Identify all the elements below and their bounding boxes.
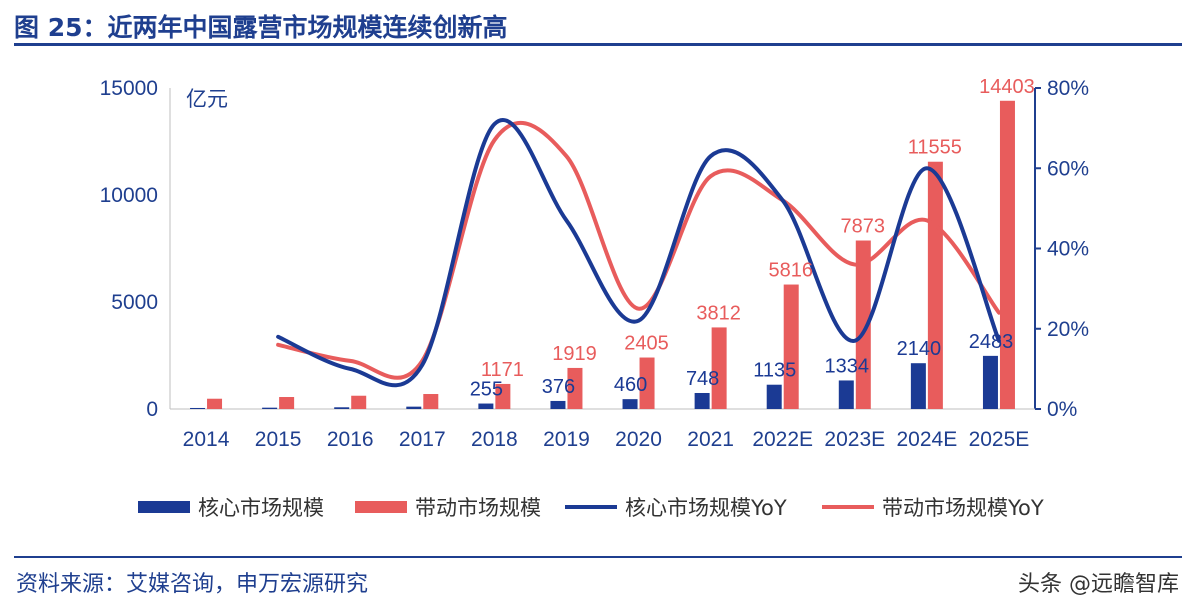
- legend-label: 核心市场规模: [198, 496, 324, 520]
- core-market-bar: [190, 407, 206, 409]
- x-tick-label: 2018: [471, 428, 518, 451]
- driven-data-label: 14403: [979, 76, 1035, 98]
- x-tick-label: 2019: [543, 428, 590, 451]
- y2-tick-label: 80%: [1047, 77, 1089, 100]
- legend-swatch: [138, 501, 190, 513]
- driven-market-bar: [279, 397, 295, 409]
- driven-market-bar: [783, 284, 799, 409]
- core-data-label: 2483: [969, 331, 1014, 353]
- core-market-bar: [334, 407, 350, 409]
- y2-tick-label: 20%: [1047, 318, 1089, 341]
- core-data-label: 255: [470, 379, 503, 401]
- x-tick-label: 2015: [255, 428, 302, 451]
- camping-market-chart: 0 5000 10000 15000 0% 20% 40% 60% 80% 亿元 2014 2015 2…: [100, 76, 1089, 520]
- core-data-label: 376: [542, 376, 575, 398]
- legend-label: 带动市场规模YoY: [882, 496, 1044, 520]
- x-tick-label: 2025E: [969, 428, 1030, 451]
- driven-market-bar: [927, 161, 943, 409]
- y2-tick-label: 40%: [1047, 238, 1089, 261]
- core-data-label: 1135: [753, 360, 796, 382]
- legend-label: 核心市场规模YoY: [625, 496, 787, 520]
- x-tick-label: 2014: [183, 428, 230, 451]
- y2-tick-label: 60%: [1047, 157, 1089, 180]
- core-market-bar: [838, 380, 854, 409]
- driven-data-label: 1919: [552, 343, 597, 365]
- x-tick-label: 2023E: [824, 428, 885, 451]
- x-tick-label: 2021: [687, 428, 734, 451]
- driven-data-label: 7873: [841, 216, 886, 238]
- y2-tick-label: 0%: [1047, 398, 1077, 421]
- driven-market-bar: [351, 395, 367, 409]
- x-tick-label: 2022E: [752, 428, 813, 451]
- driven-data-label: 2405: [624, 333, 669, 355]
- core-market-bar: [910, 363, 926, 409]
- x-tick-label: 2017: [399, 428, 446, 451]
- driven-market-bar: [999, 100, 1015, 409]
- core-data-label: 1334: [825, 355, 870, 377]
- core-market-bar: [982, 355, 998, 409]
- source-note: 资料来源：艾媒咨询，申万宏源研究: [16, 572, 369, 597]
- driven-market-bar: [855, 240, 871, 409]
- core-data-label: 748: [686, 368, 719, 390]
- core-yoy-line: [276, 118, 1001, 388]
- driven-market-bar: [495, 383, 511, 409]
- page-title: 图 25：近两年中国露营市场规模连续创新高: [14, 13, 508, 42]
- driven-data-label: 1171: [481, 359, 524, 381]
- watermark: 头条 @远瞻智库: [1018, 572, 1179, 597]
- driven-data-label: 11555: [908, 137, 962, 159]
- legend-label: 带动市场规模: [415, 496, 541, 520]
- core-market-bar: [262, 407, 278, 409]
- driven-data-label: 3812: [696, 302, 741, 324]
- driven-market-bar: [639, 357, 655, 409]
- driven-market-bar: [567, 367, 583, 409]
- footer-divider: [14, 556, 1182, 558]
- y-tick-label: 10000: [100, 184, 158, 207]
- core-market-bar: [766, 384, 782, 409]
- x-tick-label: 2024E: [897, 428, 958, 451]
- title-divider: [14, 43, 1182, 46]
- y-tick-label: 0: [146, 398, 158, 421]
- unit-label: 亿元: [186, 87, 228, 111]
- core-data-label: 460: [614, 374, 647, 396]
- driven-data-label: 5816: [768, 260, 813, 282]
- core-market-bar: [478, 403, 494, 409]
- core-data-label: 2140: [897, 338, 942, 360]
- driven-market-bar: [207, 398, 223, 409]
- core-market-bar: [622, 399, 638, 409]
- x-tick-label: 2016: [327, 428, 374, 451]
- x-tick-label: 2020: [615, 428, 662, 451]
- core-market-bar: [694, 392, 710, 409]
- core-market-bar: [550, 400, 566, 409]
- y-tick-label: 5000: [111, 291, 158, 314]
- driven-market-bar: [711, 327, 727, 409]
- y-tick-label: 15000: [100, 77, 158, 100]
- driven-market-bar: [423, 394, 439, 409]
- core-market-bar: [406, 406, 422, 409]
- legend-swatch: [355, 501, 407, 513]
